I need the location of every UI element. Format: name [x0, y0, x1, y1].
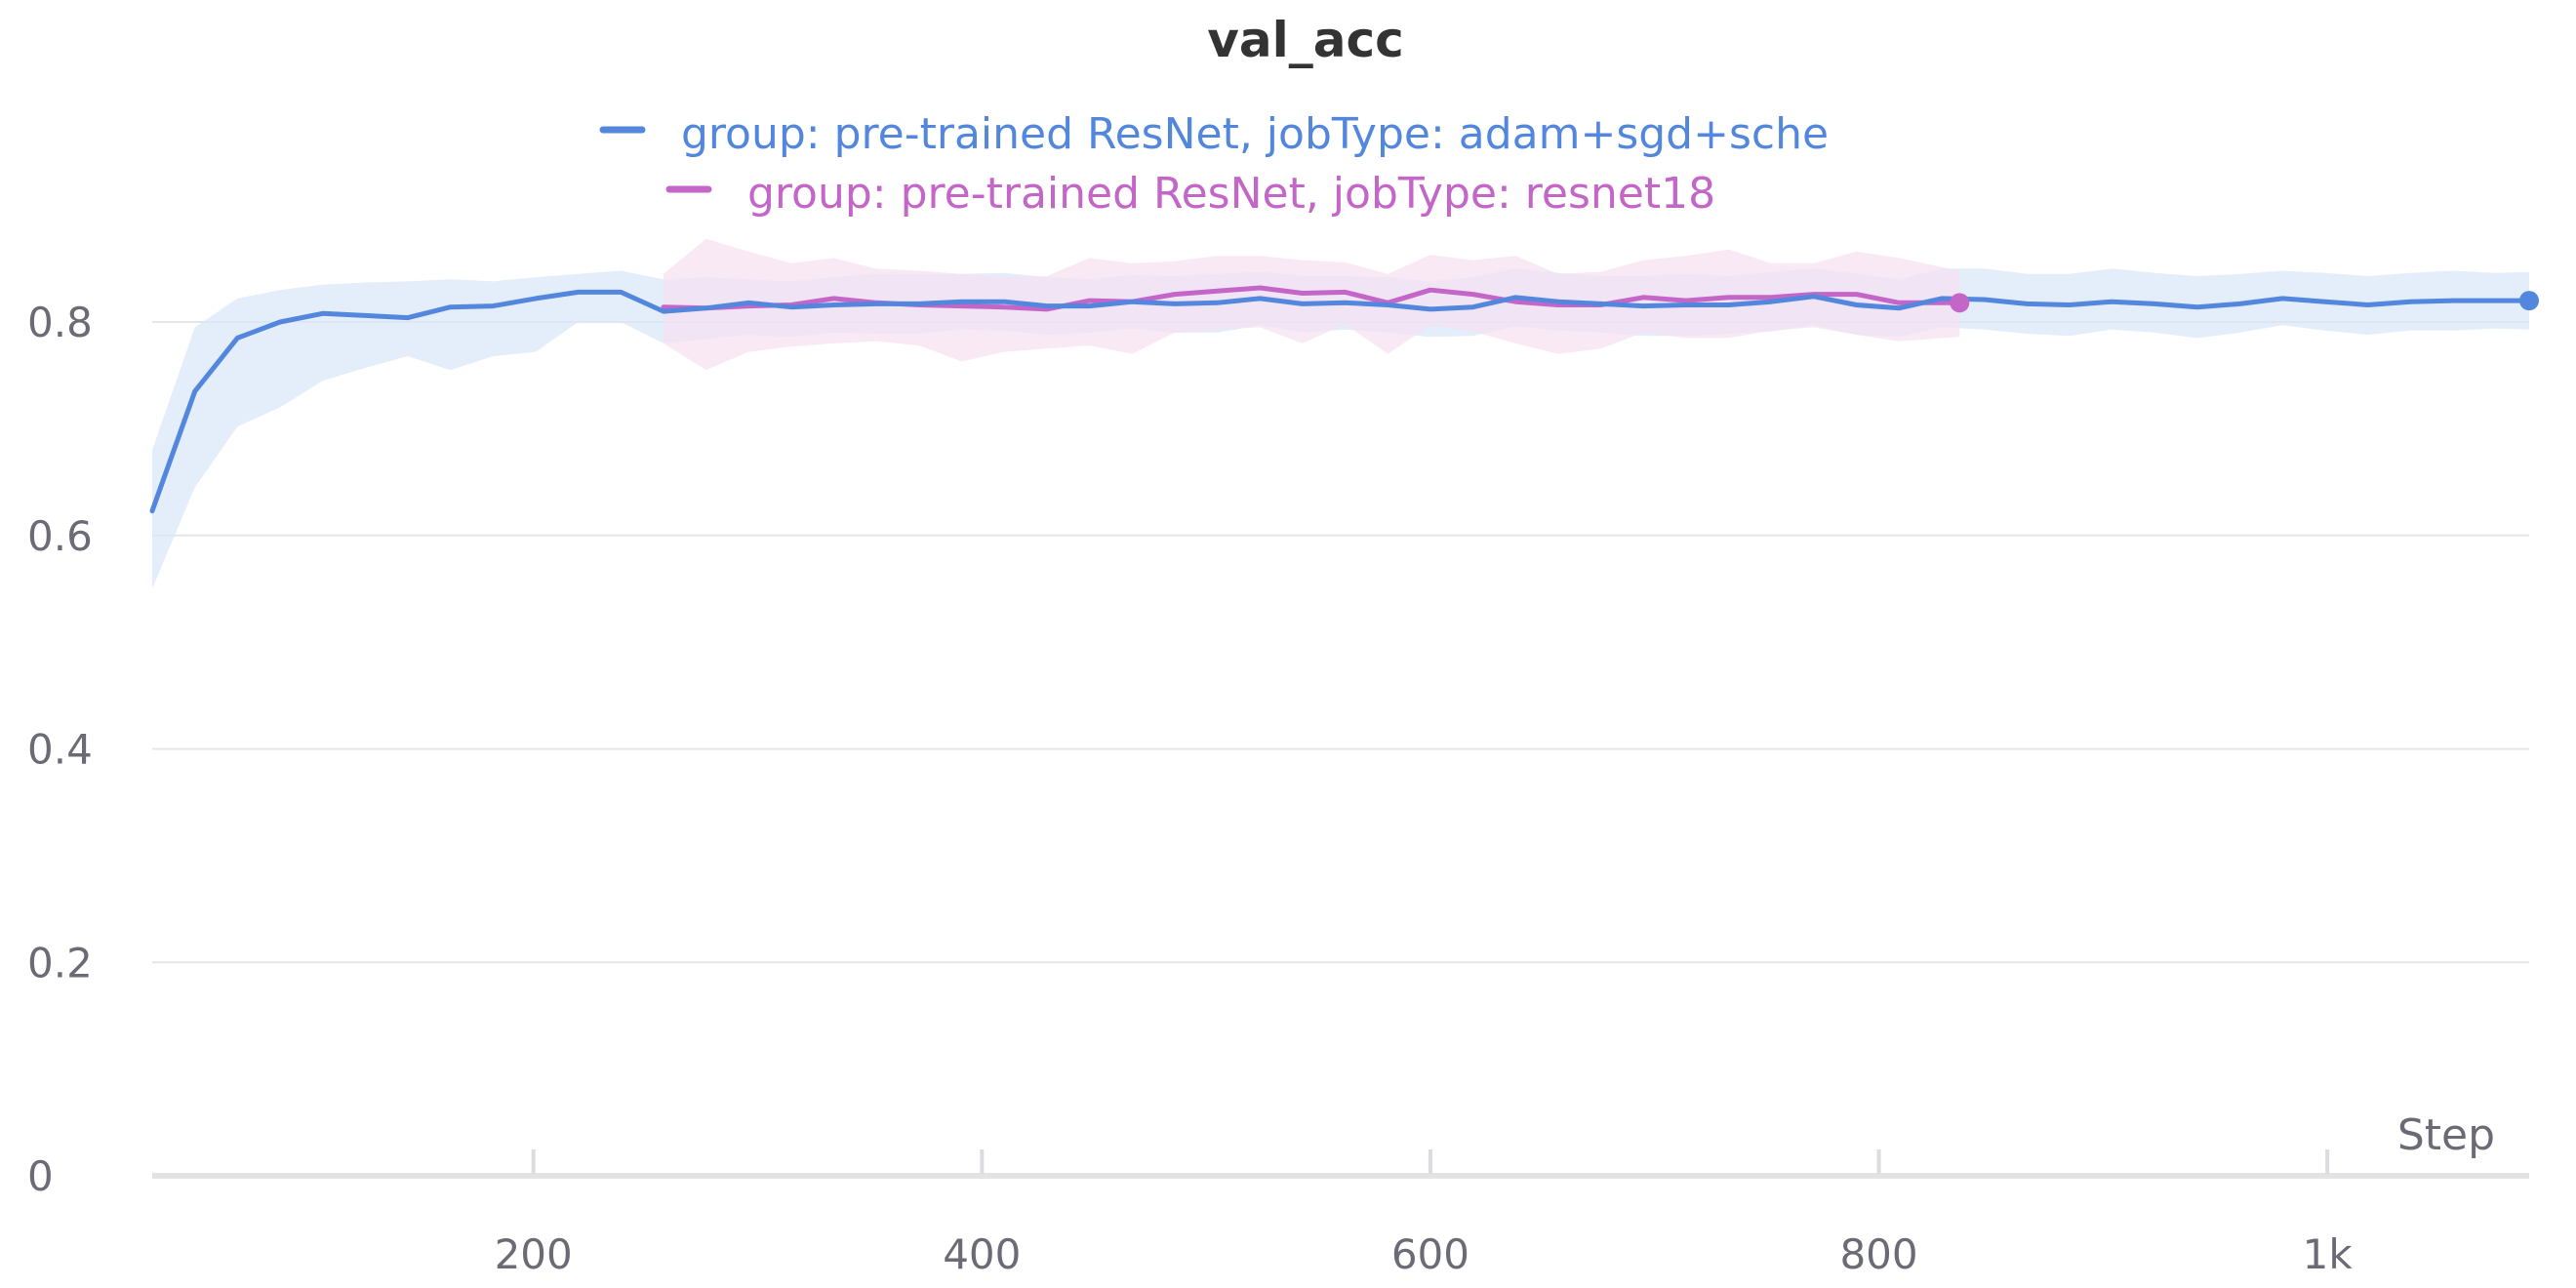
series-end-points: [1950, 291, 2539, 313]
series-end-point-0[interactable]: [2519, 291, 2539, 311]
x-tick-label-3: 800: [1839, 1230, 1917, 1278]
x-axis-label: Step: [2397, 1110, 2495, 1160]
x-tick-label-2: 600: [1391, 1230, 1469, 1278]
legend: group: pre-trained ResNet, jobType: adam…: [599, 109, 1829, 219]
chart-title: val_acc: [1207, 12, 1404, 68]
y-tick-label-0: 0: [27, 1152, 54, 1200]
y-tick-label-3: 0.6: [27, 512, 93, 560]
y-axis-ticks: 0 0.2 0.4 0.6 0.8: [27, 299, 93, 1200]
y-tick-label-4: 0.8: [27, 299, 93, 346]
x-tick-label-1: 400: [943, 1230, 1021, 1278]
series-end-point-1[interactable]: [1950, 293, 1970, 313]
series-lines: [149, 285, 2532, 514]
grid-lines: [152, 321, 2529, 964]
legend-label-resnet18[interactable]: group: pre-trained ResNet, jobType: resn…: [747, 169, 1715, 219]
series-line-0[interactable]: [149, 289, 2532, 514]
y-tick-label-1: 0.2: [27, 939, 93, 986]
y-tick-label-2: 0.4: [27, 726, 93, 774]
legend-label-adam-sgd-sche[interactable]: group: pre-trained ResNet, jobType: adam…: [681, 109, 1829, 159]
x-tick-label-4: 1k: [2303, 1230, 2354, 1278]
x-axis: 200 400 600 800 1k: [152, 1149, 2529, 1278]
x-tick-label-0: 200: [495, 1230, 573, 1278]
